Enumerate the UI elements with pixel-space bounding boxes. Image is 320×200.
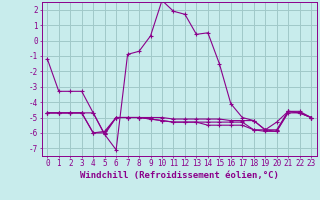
- X-axis label: Windchill (Refroidissement éolien,°C): Windchill (Refroidissement éolien,°C): [80, 171, 279, 180]
